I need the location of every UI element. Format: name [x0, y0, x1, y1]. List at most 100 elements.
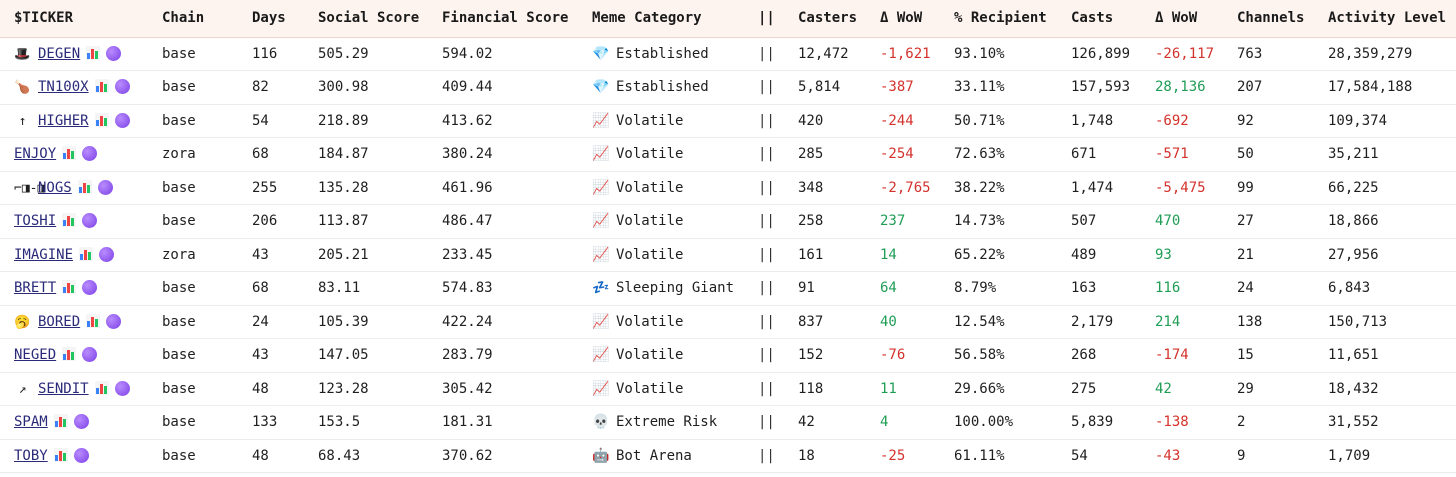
- ticker-link[interactable]: BRETT: [14, 280, 57, 297]
- chart-up-icon: 📈: [592, 213, 610, 230]
- warpcast-bubble-icon[interactable]: [97, 179, 113, 195]
- ticker-link[interactable]: TOBY: [14, 447, 48, 464]
- bar-chart-icon[interactable]: [62, 347, 77, 362]
- header-activity-level[interactable]: Activity Level: [1314, 0, 1456, 38]
- ticker-cell: IMAGINE: [0, 238, 148, 272]
- zzz-icon: 💤: [592, 280, 610, 297]
- ticker-link[interactable]: TN100X: [38, 79, 89, 96]
- bar-chart-icon[interactable]: [94, 380, 109, 395]
- header-days[interactable]: Days: [238, 0, 304, 38]
- header-recipient[interactable]: % Recipient: [940, 0, 1057, 38]
- header-channels[interactable]: Channels: [1223, 0, 1314, 38]
- meme-category-cell: 📈 Volatile: [578, 205, 744, 239]
- warpcast-bubble-icon[interactable]: [82, 146, 98, 162]
- recipient-cell: 72.63%: [954, 146, 1005, 163]
- casts-wow-cell: -571: [1155, 146, 1189, 163]
- channels-cell: 2: [1237, 414, 1246, 431]
- noggles-icon: ⌐◨-◨: [14, 180, 46, 196]
- bar-chart-icon[interactable]: [79, 246, 94, 261]
- casters-wow-cell: -387: [880, 79, 914, 96]
- bar-chart-icon[interactable]: [53, 414, 68, 429]
- ticker-link[interactable]: SPAM: [14, 414, 48, 431]
- yawning-face-icon: 🥱: [14, 314, 31, 330]
- header-separator[interactable]: ||: [744, 0, 784, 38]
- social-score-cell: 105.39: [318, 313, 369, 330]
- social-score-cell: 123.28: [318, 380, 369, 397]
- channels-cell: 207: [1237, 79, 1263, 96]
- category-label: Volatile: [616, 112, 684, 129]
- casters-cell: 118: [798, 380, 824, 397]
- header-financial-score[interactable]: Financial Score: [428, 0, 578, 38]
- casters-wow-cell: -76: [880, 347, 906, 364]
- days-cell: 82: [252, 79, 269, 96]
- bar-chart-icon[interactable]: [94, 112, 109, 127]
- recipient-cell: 65.22%: [954, 246, 1005, 263]
- header-casters-wow[interactable]: Δ WoW: [866, 0, 940, 38]
- warpcast-bubble-icon[interactable]: [82, 213, 98, 229]
- category-label: Volatile: [616, 246, 684, 263]
- warpcast-bubble-icon[interactable]: [99, 246, 115, 262]
- casters-cell: 161: [798, 246, 824, 263]
- warpcast-bubble-icon[interactable]: [106, 313, 122, 329]
- ticker-link[interactable]: NOGS: [38, 179, 72, 196]
- warpcast-bubble-icon[interactable]: [73, 414, 89, 430]
- separator-cell: ||: [758, 112, 775, 129]
- warpcast-bubble-icon[interactable]: [106, 45, 122, 61]
- ticker-link[interactable]: NEGED: [14, 347, 57, 364]
- top-hat-icon: 🎩: [14, 46, 31, 62]
- header-casts-wow[interactable]: Δ WoW: [1141, 0, 1223, 38]
- financial-score-cell: 380.24: [442, 146, 493, 163]
- header-meme-category[interactable]: Meme Category: [578, 0, 744, 38]
- activity-level-cell: 1,709: [1328, 447, 1371, 464]
- ticker-link[interactable]: IMAGINE: [14, 246, 74, 263]
- days-cell: 43: [252, 246, 269, 263]
- header-ticker[interactable]: $TICKER: [0, 0, 148, 38]
- ticker-link[interactable]: TOSHI: [14, 213, 57, 230]
- separator-cell: ||: [758, 380, 775, 397]
- chain-cell: base: [162, 380, 196, 397]
- chain-cell: base: [162, 347, 196, 364]
- ticker-link[interactable]: SENDIT: [38, 380, 89, 397]
- bar-chart-icon[interactable]: [86, 313, 101, 328]
- casts-wow-cell: -5,475: [1155, 179, 1206, 196]
- casters-cell: 258: [798, 213, 824, 230]
- ticker-link[interactable]: DEGEN: [38, 45, 81, 62]
- ticker-cell: BRETT: [0, 272, 148, 306]
- casts-cell: 157,593: [1071, 79, 1131, 96]
- ticker-cell: ↗ SENDIT: [0, 372, 148, 406]
- warpcast-bubble-icon[interactable]: [114, 112, 130, 128]
- activity-level-cell: 31,552: [1328, 414, 1379, 431]
- warpcast-bubble-icon[interactable]: [82, 280, 98, 296]
- category-label: Volatile: [616, 313, 684, 330]
- bar-chart-icon[interactable]: [77, 179, 92, 194]
- bar-chart-icon[interactable]: [62, 213, 77, 228]
- casters-cell: 18: [798, 447, 815, 464]
- days-cell: 206: [252, 213, 278, 230]
- warpcast-bubble-icon[interactable]: [73, 447, 89, 463]
- separator-cell: ||: [758, 313, 775, 330]
- bar-chart-icon[interactable]: [86, 45, 101, 60]
- header-casters[interactable]: Casters: [784, 0, 866, 38]
- chain-cell: base: [162, 280, 196, 297]
- chain-cell: base: [162, 45, 196, 62]
- category-label: Volatile: [616, 179, 684, 196]
- header-casts[interactable]: Casts: [1057, 0, 1141, 38]
- ticker-link[interactable]: BORED: [38, 313, 81, 330]
- casts-wow-cell: 93: [1155, 246, 1172, 263]
- bar-chart-icon[interactable]: [94, 79, 109, 94]
- warpcast-bubble-icon[interactable]: [114, 79, 130, 95]
- bar-chart-icon[interactable]: [62, 146, 77, 161]
- recipient-cell: 50.71%: [954, 112, 1005, 129]
- category-label: Established: [616, 79, 709, 96]
- warpcast-bubble-icon[interactable]: [114, 380, 130, 396]
- casters-wow-cell: -25: [880, 447, 906, 464]
- header-social-score[interactable]: Social Score: [304, 0, 428, 38]
- recipient-cell: 8.79%: [954, 280, 997, 297]
- ticker-link[interactable]: HIGHER: [38, 112, 89, 129]
- header-chain[interactable]: Chain: [148, 0, 238, 38]
- warpcast-bubble-icon[interactable]: [82, 347, 98, 363]
- bar-chart-icon[interactable]: [53, 447, 68, 462]
- bar-chart-icon[interactable]: [62, 280, 77, 295]
- casts-wow-cell: 470: [1155, 213, 1181, 230]
- ticker-link[interactable]: ENJOY: [14, 146, 57, 163]
